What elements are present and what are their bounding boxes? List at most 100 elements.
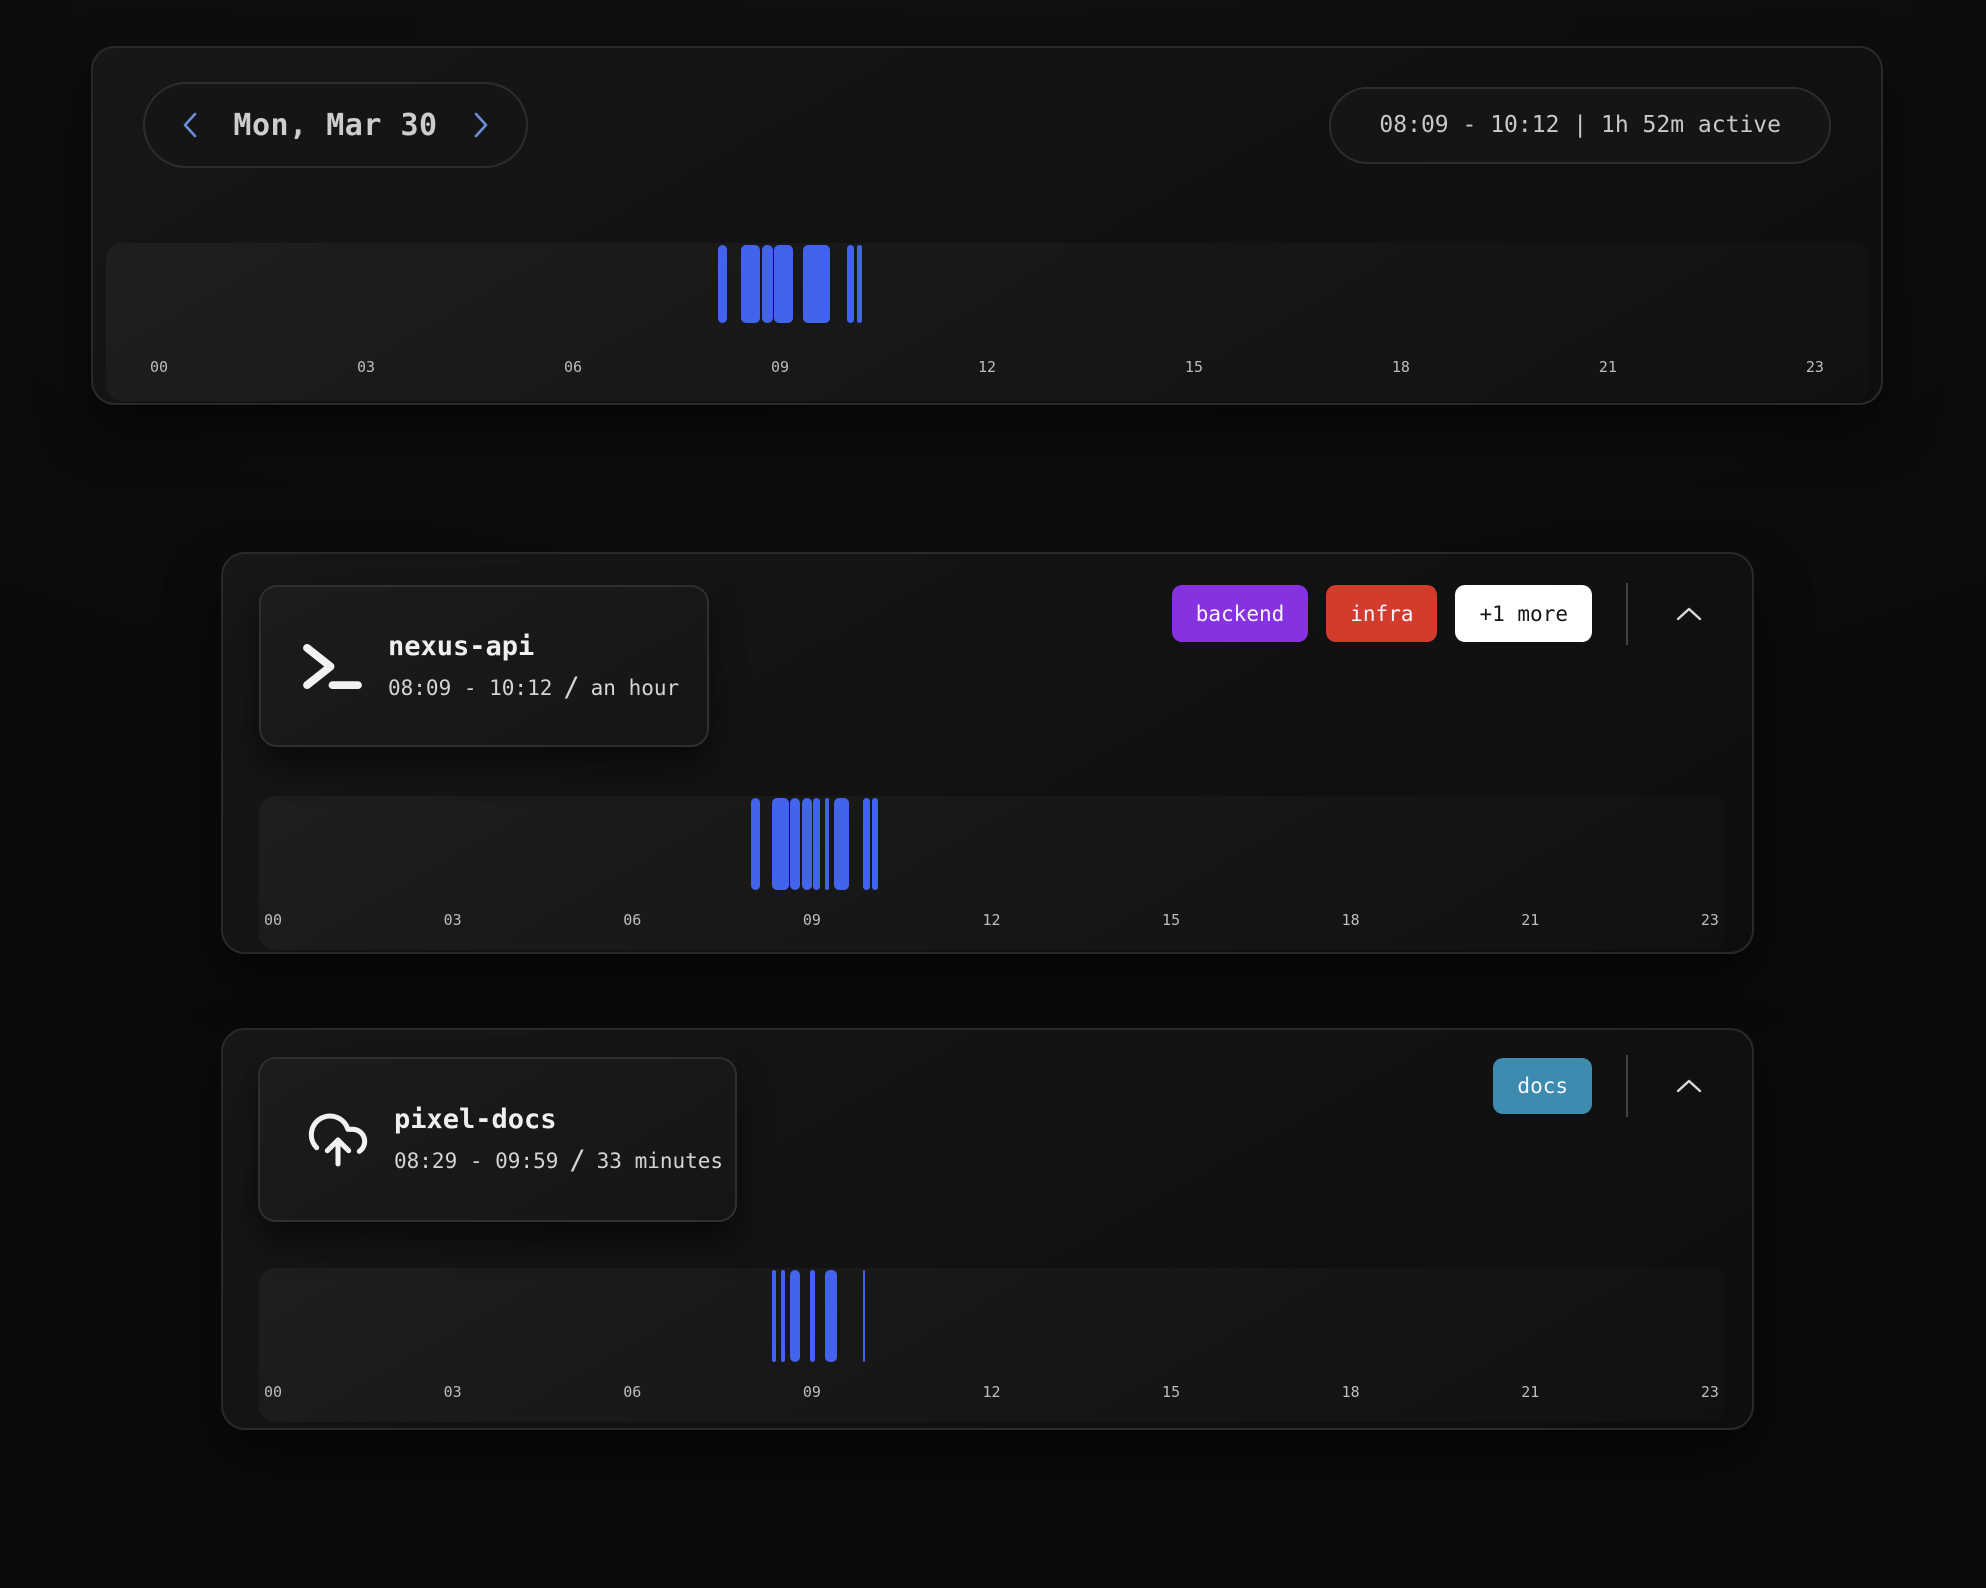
project-duration: 33 minutes xyxy=(596,1149,724,1173)
tag-backend: backend xyxy=(1171,585,1309,642)
activity-bar xyxy=(863,798,870,890)
tags-group: docs xyxy=(1493,1058,1592,1114)
day-header: Mon, Mar 30 08:09 - 10:12 | 1h 52m activ… xyxy=(93,48,1881,168)
activity-bar xyxy=(772,798,789,890)
hour-label: 21 xyxy=(1521,1383,1540,1401)
hour-label: 12 xyxy=(982,1383,1001,1401)
hour-label: 03 xyxy=(356,358,376,376)
project-header-text: nexus-api 08:09 - 10:12 / an hour xyxy=(388,630,680,703)
project-hour-axis: 00 03 06 09 12 15 18 21 23 xyxy=(264,890,1719,929)
chevron-up-icon xyxy=(1676,1079,1702,1093)
hour-label: 21 xyxy=(1598,358,1617,376)
active-time-summary-text: 08:09 - 10:12 | 1h 52m active xyxy=(1379,112,1781,138)
terminal-icon xyxy=(301,642,364,691)
hour-label: 00 xyxy=(264,911,283,929)
activity-bar xyxy=(834,798,850,890)
day-hour-axis: 00 03 06 09 12 15 18 21 23 xyxy=(150,323,1824,376)
hour-label: 00 xyxy=(264,1383,283,1401)
project-title: nexus-api xyxy=(388,630,535,662)
tags-divider xyxy=(1626,1055,1628,1117)
activity-bar xyxy=(847,245,855,323)
activity-bar xyxy=(802,245,831,323)
hour-label: 15 xyxy=(1184,358,1203,376)
hour-label: 15 xyxy=(1162,911,1181,929)
project-time-summary: 08:29 - 09:59 / 33 minutes xyxy=(394,1144,724,1176)
hour-label: 00 xyxy=(150,358,169,376)
tags-divider xyxy=(1626,582,1628,645)
hour-label: 12 xyxy=(977,358,996,376)
hour-label: 09 xyxy=(802,911,821,929)
hour-label: 09 xyxy=(802,1383,821,1401)
project-activity-track xyxy=(264,1270,1719,1362)
hour-label: 09 xyxy=(770,358,790,376)
hour-label: 06 xyxy=(563,358,583,376)
project-hour-axis: 00 03 06 09 12 15 18 21 23 xyxy=(264,1362,1719,1401)
hour-label: 06 xyxy=(623,1383,642,1401)
activity-bar xyxy=(825,798,830,890)
project-card-nexus-api: nexus-api 08:09 - 10:12 / an hour backen… xyxy=(221,552,1754,954)
activity-bar xyxy=(862,1270,865,1362)
more-tags-button[interactable]: +1 more xyxy=(1455,585,1592,642)
project-tags-row: docs xyxy=(1493,1055,1706,1117)
activity-bar xyxy=(789,1270,800,1362)
activity-bar xyxy=(751,798,760,890)
chevron-up-icon xyxy=(1676,607,1702,621)
project-activity-track xyxy=(264,798,1719,890)
hour-label: 18 xyxy=(1341,911,1360,929)
prev-day-button[interactable] xyxy=(179,108,201,142)
activity-bar xyxy=(857,245,863,323)
day-activity-track xyxy=(150,245,1824,323)
activity-bar xyxy=(790,798,800,890)
project-title: pixel-docs xyxy=(394,1104,557,1135)
hour-label: 23 xyxy=(1805,358,1824,376)
project-timeline-panel: 00 03 06 09 12 15 18 21 23 xyxy=(259,796,1724,950)
current-date-label: Mon, Mar 30 xyxy=(233,107,438,143)
day-overview-card: Mon, Mar 30 08:09 - 10:12 | 1h 52m activ… xyxy=(91,46,1883,405)
hour-label: 06 xyxy=(623,911,642,929)
hour-label: 15 xyxy=(1162,1383,1181,1401)
activity-bar xyxy=(801,798,813,890)
project-header-pixel-docs: pixel-docs 08:29 - 09:59 / 33 minutes xyxy=(258,1057,737,1222)
hour-label: 23 xyxy=(1700,911,1719,929)
project-duration: an hour xyxy=(590,675,680,700)
hour-label: 03 xyxy=(443,1383,462,1401)
collapse-button[interactable] xyxy=(1672,1075,1706,1097)
activity-bar xyxy=(810,1270,816,1362)
project-card-pixel-docs: pixel-docs 08:29 - 09:59 / 33 minutes do… xyxy=(221,1028,1754,1430)
project-header-nexus-api: nexus-api 08:09 - 10:12 / an hour xyxy=(259,585,709,747)
collapse-button[interactable] xyxy=(1672,603,1706,625)
tags-group: backend infra +1 more xyxy=(1171,585,1592,642)
cloud-upload-icon xyxy=(300,1108,376,1172)
time-duration-separator: / xyxy=(563,671,580,703)
project-timeline-panel: 00 03 06 09 12 15 18 21 23 xyxy=(259,1268,1724,1422)
activity-bar xyxy=(771,1270,776,1362)
chevron-right-icon xyxy=(474,112,488,138)
tag-infra: infra xyxy=(1326,585,1438,642)
project-tags-row: backend infra +1 more xyxy=(1171,582,1706,645)
activity-bar xyxy=(825,1270,838,1362)
activity-bar xyxy=(717,245,727,323)
hour-label: 03 xyxy=(443,911,462,929)
hour-label: 21 xyxy=(1521,911,1540,929)
activity-bar xyxy=(780,1270,786,1362)
tag-docs: docs xyxy=(1493,1058,1592,1114)
activity-bar xyxy=(761,245,773,323)
activity-bar xyxy=(872,798,878,890)
project-time-range: 08:29 - 09:59 xyxy=(394,1149,559,1173)
hour-label: 18 xyxy=(1341,1383,1360,1401)
date-navigator: Mon, Mar 30 xyxy=(143,82,528,168)
hour-label: 12 xyxy=(982,911,1001,929)
project-time-range: 08:09 - 10:12 xyxy=(388,675,553,700)
activity-bar xyxy=(773,245,794,323)
activity-bar xyxy=(812,798,821,890)
hour-label: 23 xyxy=(1700,1383,1719,1401)
day-timeline-panel: 00 03 06 09 12 15 18 21 23 xyxy=(106,243,1868,401)
chevron-left-icon xyxy=(183,112,197,138)
time-duration-separator: / xyxy=(569,1145,586,1176)
project-time-summary: 08:09 - 10:12 / an hour xyxy=(388,671,680,703)
activity-bar xyxy=(740,245,761,323)
active-time-summary: 08:09 - 10:12 | 1h 52m active xyxy=(1329,86,1831,164)
project-header-text: pixel-docs 08:29 - 09:59 / 33 minutes xyxy=(394,1104,724,1176)
next-day-button[interactable] xyxy=(470,108,492,142)
